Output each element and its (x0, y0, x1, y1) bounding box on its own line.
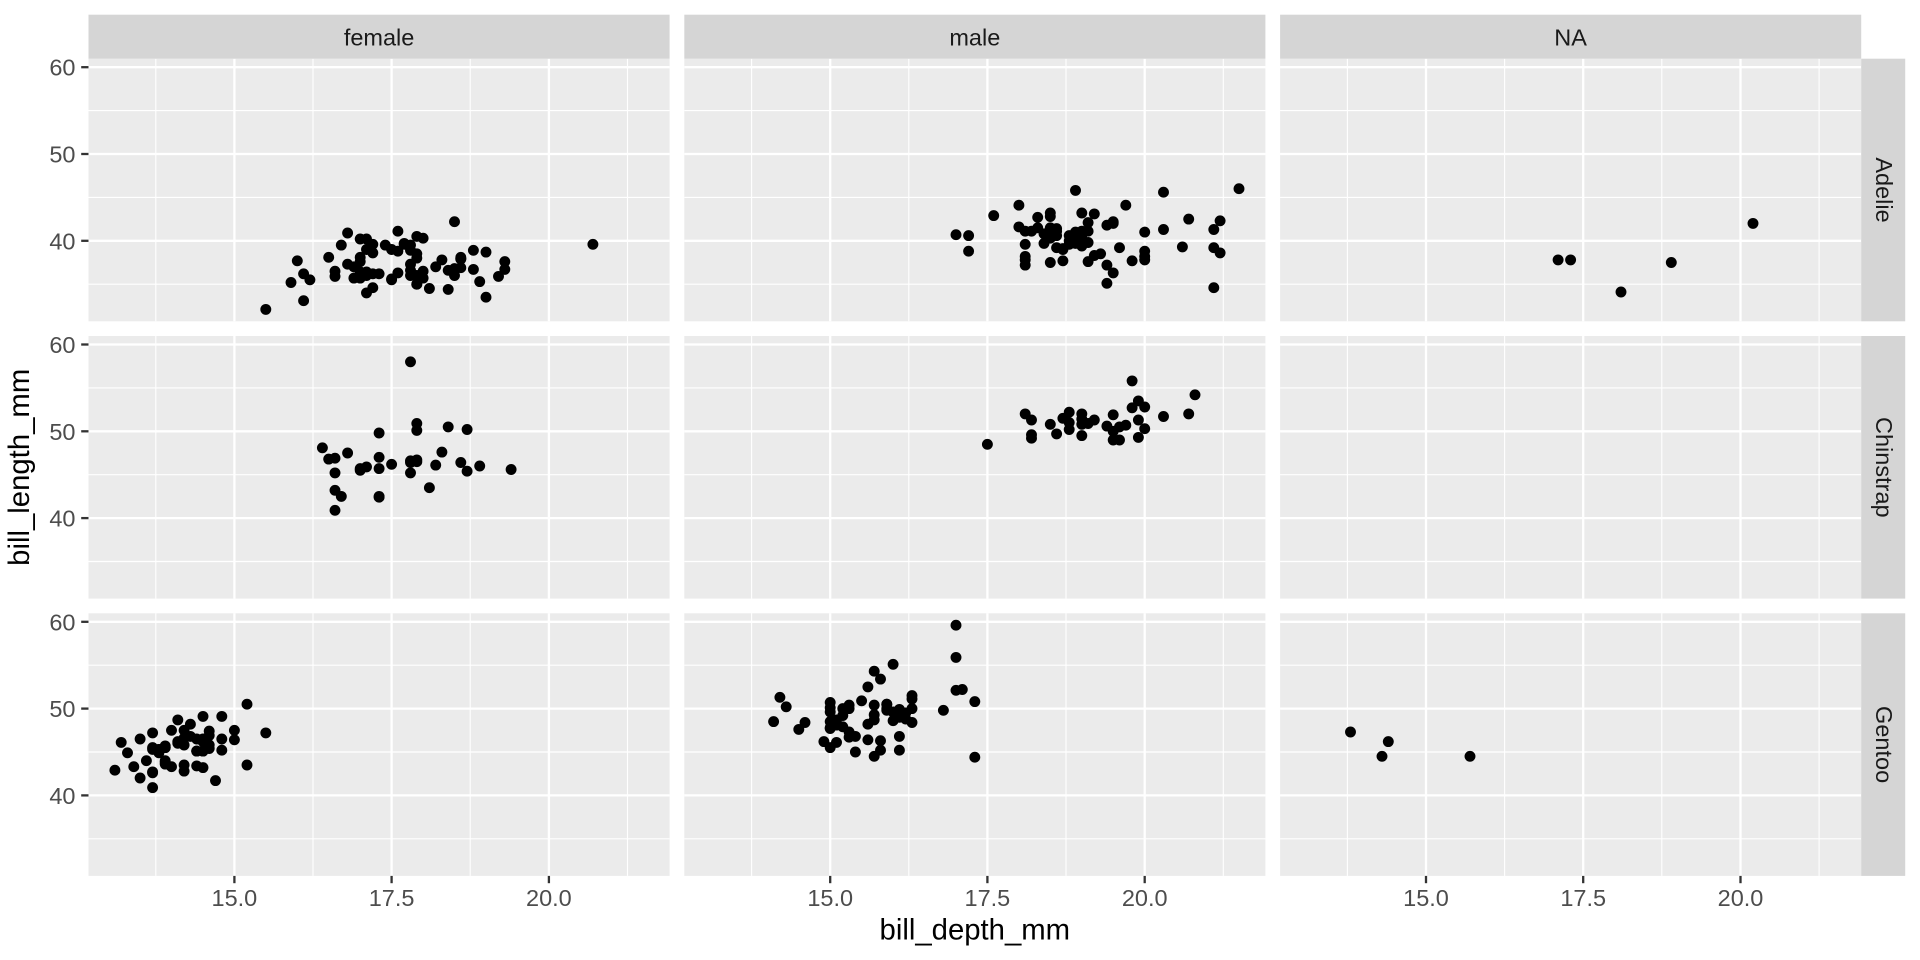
svg-text:40: 40 (49, 228, 75, 254)
svg-text:17.5: 17.5 (1560, 885, 1606, 911)
svg-text:60: 60 (49, 55, 75, 81)
svg-text:20.0: 20.0 (526, 885, 572, 911)
svg-text:15.0: 15.0 (807, 885, 853, 911)
svg-text:50: 50 (49, 142, 75, 168)
svg-text:Gentoo: Gentoo (1871, 706, 1897, 783)
svg-text:Chinstrap: Chinstrap (1871, 417, 1897, 518)
svg-text:17.5: 17.5 (965, 885, 1011, 911)
svg-text:60: 60 (49, 332, 75, 358)
svg-text:40: 40 (49, 506, 75, 532)
svg-text:female: female (344, 25, 415, 51)
svg-text:bill_depth_mm: bill_depth_mm (880, 914, 1071, 947)
svg-text:20.0: 20.0 (1122, 885, 1168, 911)
svg-text:60: 60 (49, 609, 75, 635)
svg-text:40: 40 (49, 783, 75, 809)
svg-text:50: 50 (49, 419, 75, 445)
svg-text:bill_length_mm: bill_length_mm (3, 369, 36, 566)
svg-text:Adelie: Adelie (1871, 157, 1897, 222)
svg-text:NA: NA (1554, 25, 1587, 51)
svg-text:15.0: 15.0 (212, 885, 258, 911)
svg-text:male: male (949, 25, 1000, 51)
svg-text:50: 50 (49, 696, 75, 722)
svg-text:20.0: 20.0 (1718, 885, 1764, 911)
svg-text:17.5: 17.5 (369, 885, 415, 911)
svg-text:15.0: 15.0 (1403, 885, 1449, 911)
